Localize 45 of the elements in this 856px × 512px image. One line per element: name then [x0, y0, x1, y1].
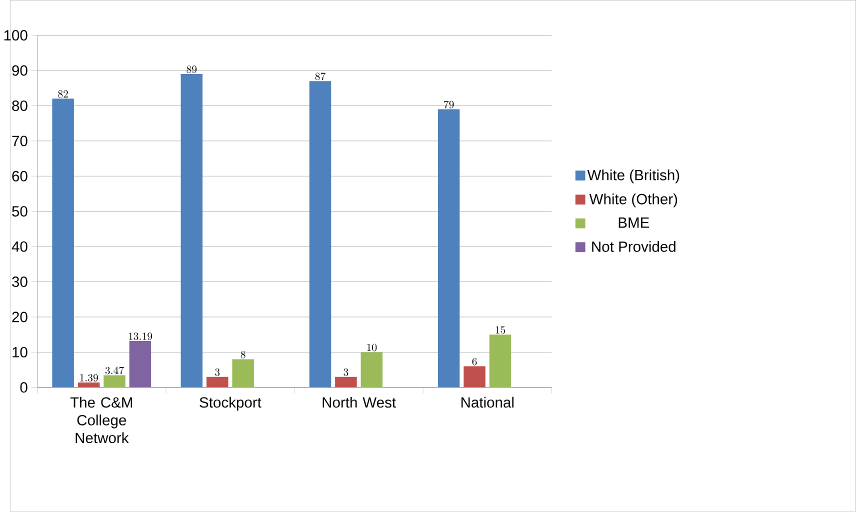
- data-label: 82: [58, 90, 68, 98]
- y-tick-label: 50: [12, 206, 28, 217]
- bar: [129, 341, 152, 388]
- bar: [104, 375, 126, 388]
- legend-label: White (Other): [589, 194, 678, 208]
- y-tick-label: 100: [4, 30, 28, 41]
- y-tick-label: 0: [20, 382, 28, 393]
- data-label: 3: [215, 368, 220, 376]
- bar: [438, 109, 460, 388]
- x-tick-label: North West: [322, 396, 396, 408]
- y-tick-label: 40: [12, 241, 28, 252]
- data-label: 13. 19: [128, 332, 152, 340]
- legend-label: BME: [618, 218, 650, 228]
- data-label: 79: [444, 100, 454, 108]
- legend-label: Not Provided: [592, 241, 676, 252]
- data-label: 8: [240, 350, 246, 358]
- x-tick-label: Stockport: [200, 396, 262, 411]
- y-tick-label: 80: [12, 100, 28, 112]
- data-label: 6: [472, 358, 477, 366]
- y-tick-label: 30: [12, 276, 28, 288]
- bar: [232, 359, 254, 388]
- bar: [489, 334, 512, 388]
- data-label: 15: [496, 326, 506, 334]
- data-label: 1 .39: [80, 374, 98, 382]
- y-tick-label: 70: [12, 136, 28, 146]
- y-tick-label: 90: [12, 65, 28, 76]
- bar: [206, 376, 228, 388]
- x-tick-label: National: [461, 396, 514, 408]
- data-label: 10: [367, 344, 377, 352]
- data-label: 87: [315, 72, 326, 80]
- y-tick-label: 20: [12, 312, 28, 322]
- y-tick-label: 10: [12, 347, 28, 358]
- data-label: 3.47: [105, 366, 124, 374]
- bar: [52, 98, 74, 388]
- data-label: 89: [186, 66, 197, 74]
- bar: [78, 382, 100, 388]
- x-tick-label: The C&M College Network: [70, 396, 132, 444]
- data-label: 3: [344, 368, 348, 376]
- bar: [464, 366, 486, 388]
- bar: [180, 74, 203, 388]
- bar: [360, 352, 383, 388]
- bar: [309, 81, 332, 388]
- legend-label: White (British): [587, 170, 680, 184]
- y-tick-label: 60: [12, 171, 28, 182]
- bar: [335, 376, 357, 388]
